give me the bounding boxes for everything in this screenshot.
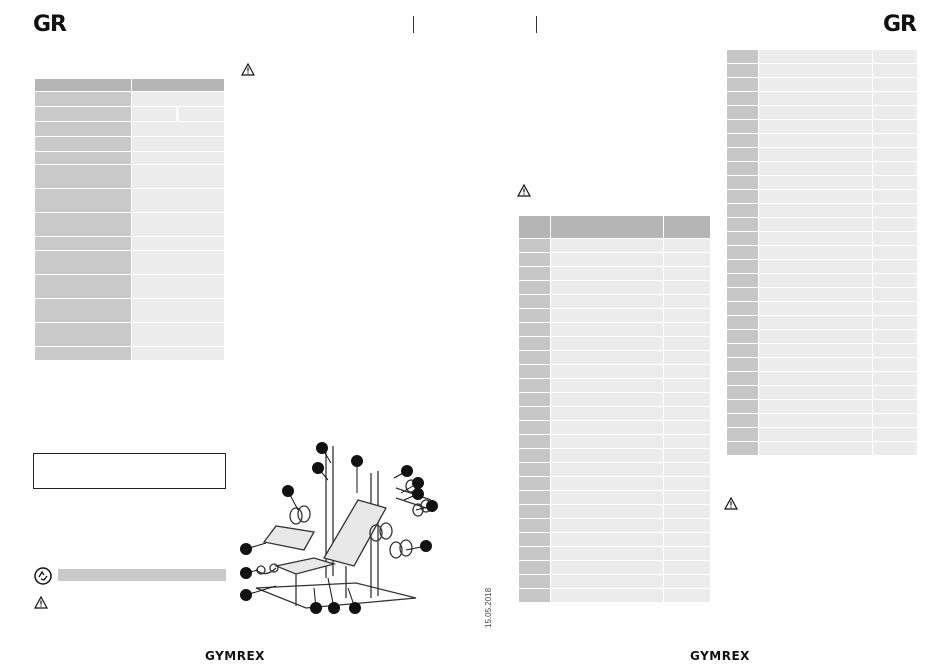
warning-icon [517, 184, 531, 197]
divider-line [536, 16, 537, 33]
warning-icon [241, 63, 255, 76]
logo-left: GR [33, 12, 67, 37]
note-box [33, 453, 226, 489]
specification-table [34, 78, 225, 361]
brand-logo-left: GYMREX [205, 649, 265, 663]
weight-bench-diagram [240, 442, 438, 614]
recycle-bar [58, 569, 226, 581]
warning-icon [724, 497, 738, 510]
print-date: 15.05.2018 [484, 587, 493, 628]
logo-right: GR [883, 12, 917, 37]
parts-table-right [726, 49, 918, 456]
recycle-icon [34, 567, 52, 590]
parts-table-left [518, 215, 711, 603]
divider-line [413, 16, 414, 33]
brand-logo-right: GYMREX [690, 649, 750, 663]
warning-icon [34, 596, 48, 609]
